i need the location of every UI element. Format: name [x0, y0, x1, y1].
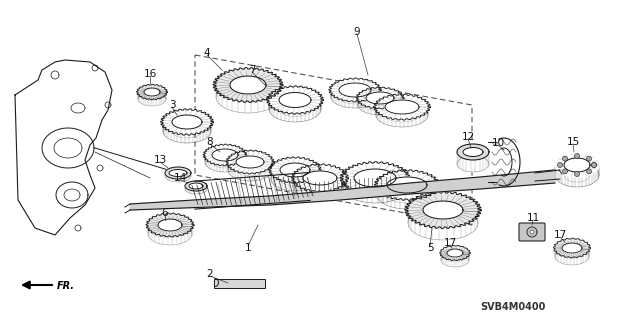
Polygon shape: [447, 249, 463, 257]
Polygon shape: [138, 85, 166, 99]
Polygon shape: [441, 246, 469, 260]
Polygon shape: [169, 169, 187, 176]
Polygon shape: [138, 92, 166, 106]
Polygon shape: [130, 170, 555, 210]
Polygon shape: [271, 158, 319, 182]
Text: 3: 3: [169, 100, 175, 110]
Polygon shape: [228, 159, 272, 181]
Polygon shape: [441, 253, 469, 267]
Polygon shape: [339, 83, 371, 97]
Polygon shape: [205, 145, 245, 165]
Text: 10: 10: [492, 138, 504, 148]
FancyBboxPatch shape: [519, 223, 545, 241]
Circle shape: [557, 162, 563, 167]
Polygon shape: [555, 163, 599, 187]
Text: 13: 13: [154, 155, 166, 165]
Text: 1: 1: [244, 243, 252, 253]
Circle shape: [563, 169, 568, 174]
Polygon shape: [172, 115, 202, 129]
Polygon shape: [158, 219, 182, 231]
Polygon shape: [423, 201, 463, 219]
Text: 17: 17: [444, 238, 456, 248]
Polygon shape: [230, 76, 266, 94]
Polygon shape: [165, 167, 191, 179]
Polygon shape: [457, 144, 489, 160]
Polygon shape: [148, 214, 192, 236]
Polygon shape: [269, 96, 321, 122]
Polygon shape: [358, 88, 402, 108]
Text: 4: 4: [204, 48, 211, 58]
Polygon shape: [15, 60, 112, 235]
Polygon shape: [408, 193, 478, 227]
Circle shape: [575, 172, 579, 176]
Polygon shape: [236, 156, 264, 168]
Polygon shape: [185, 184, 207, 194]
Polygon shape: [269, 87, 321, 113]
Text: 2: 2: [207, 269, 213, 279]
Polygon shape: [163, 119, 211, 143]
Text: 9: 9: [354, 27, 360, 37]
Circle shape: [591, 162, 596, 167]
Polygon shape: [216, 69, 280, 101]
Polygon shape: [185, 181, 207, 191]
Polygon shape: [555, 153, 599, 177]
Polygon shape: [408, 206, 478, 240]
Text: 8: 8: [207, 137, 213, 147]
Polygon shape: [343, 163, 407, 193]
Polygon shape: [457, 156, 489, 172]
Polygon shape: [385, 100, 419, 114]
Text: 17: 17: [554, 230, 566, 240]
Text: 15: 15: [566, 137, 580, 147]
Polygon shape: [555, 247, 589, 265]
Circle shape: [586, 156, 591, 161]
Polygon shape: [165, 170, 191, 182]
Polygon shape: [376, 95, 428, 119]
Polygon shape: [228, 151, 272, 173]
Polygon shape: [377, 171, 437, 199]
Polygon shape: [463, 147, 483, 157]
Circle shape: [563, 156, 568, 161]
Text: 12: 12: [461, 132, 475, 142]
Polygon shape: [331, 79, 379, 101]
Text: 6: 6: [162, 208, 168, 218]
Polygon shape: [387, 177, 427, 193]
Polygon shape: [303, 171, 337, 185]
Polygon shape: [562, 243, 582, 253]
Text: 5: 5: [427, 243, 433, 253]
Polygon shape: [358, 95, 402, 115]
Polygon shape: [376, 103, 428, 127]
Polygon shape: [144, 88, 160, 96]
Polygon shape: [294, 165, 346, 191]
Polygon shape: [279, 93, 311, 108]
Text: FR.: FR.: [57, 281, 75, 291]
Polygon shape: [212, 149, 238, 161]
Polygon shape: [189, 183, 203, 189]
Polygon shape: [163, 110, 211, 134]
Polygon shape: [366, 92, 394, 104]
FancyBboxPatch shape: [214, 279, 266, 288]
Text: 14: 14: [173, 173, 187, 183]
Polygon shape: [280, 163, 310, 177]
Polygon shape: [148, 223, 192, 245]
Polygon shape: [331, 86, 379, 108]
Circle shape: [591, 162, 596, 167]
Polygon shape: [271, 167, 319, 191]
Polygon shape: [216, 81, 280, 113]
Circle shape: [530, 230, 534, 234]
Text: 7: 7: [249, 65, 255, 75]
Polygon shape: [555, 239, 589, 257]
Text: 11: 11: [526, 213, 540, 223]
Polygon shape: [377, 181, 437, 209]
Polygon shape: [354, 169, 396, 187]
Polygon shape: [564, 158, 590, 172]
Polygon shape: [343, 173, 407, 203]
Circle shape: [586, 169, 591, 174]
Circle shape: [575, 153, 579, 159]
Polygon shape: [294, 174, 346, 200]
Polygon shape: [205, 152, 245, 172]
Text: 16: 16: [143, 69, 157, 79]
Text: SVB4M0400: SVB4M0400: [480, 302, 546, 312]
